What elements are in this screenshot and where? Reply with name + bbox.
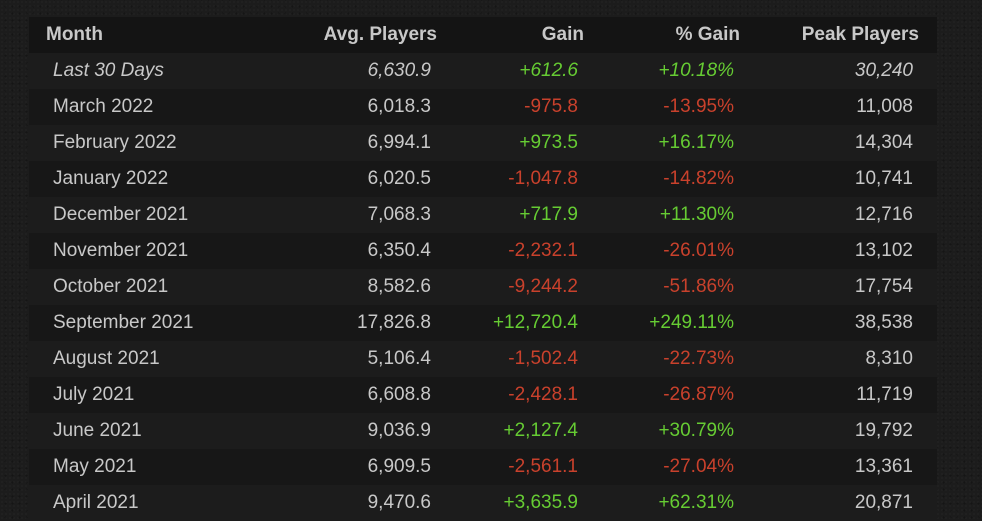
avg-players-cell: 6,630.9 — [269, 53, 439, 89]
peak-players-cell: 13,102 — [744, 233, 937, 269]
table-header: Month Avg. Players Gain % Gain Peak Play… — [29, 17, 937, 53]
avg-players-cell: 6,909.5 — [269, 449, 439, 485]
month-cell: July 2021 — [29, 377, 269, 413]
percent-gain-cell: +30.79% — [584, 413, 744, 449]
gain-cell: -975.8 — [439, 89, 584, 125]
avg-players-cell: 9,036.9 — [269, 413, 439, 449]
peak-players-cell: 11,719 — [744, 377, 937, 413]
table-row: October 2021 8,582.6 -9,244.2 -51.86% 17,754 — [29, 269, 937, 305]
table-row: April 2021 9,470.6 +3,635.9 +62.31% 20,871 — [29, 485, 937, 521]
peak-players-cell: 20,871 — [744, 485, 937, 521]
gain-column-header[interactable]: Gain — [541, 24, 584, 45]
percent-gain-cell: -27.04% — [584, 449, 744, 485]
month-cell: September 2021 — [29, 305, 269, 341]
peak-players-cell: 14,304 — [744, 125, 937, 161]
table-row: June 2021 9,036.9 +2,127.4 +30.79% 19,792 — [29, 413, 937, 449]
table-row: January 2022 6,020.5 -1,047.8 -14.82% 10,741 — [29, 161, 937, 197]
percent-gain-cell: -22.73% — [584, 341, 744, 377]
month-cell: November 2021 — [29, 233, 269, 269]
avg-players-column-header[interactable]: Avg. Players — [323, 24, 437, 45]
gain-cell: -2,561.1 — [439, 449, 584, 485]
peak-players-cell: 13,361 — [744, 449, 937, 485]
month-cell: March 2022 — [29, 89, 269, 125]
gain-cell: -1,047.8 — [439, 161, 584, 197]
gain-cell: +717.9 — [439, 197, 584, 233]
avg-players-cell: 6,018.3 — [269, 89, 439, 125]
percent-gain-cell: +11.30% — [584, 197, 744, 233]
table-row: March 2022 6,018.3 -975.8 -13.95% 11,008 — [29, 89, 937, 125]
percent-gain-cell: +16.17% — [584, 125, 744, 161]
avg-players-cell: 8,582.6 — [269, 269, 439, 305]
percent-gain-column-header[interactable]: % Gain — [675, 24, 740, 45]
table-row: May 2021 6,909.5 -2,561.1 -27.04% 13,361 — [29, 449, 937, 485]
table-row: August 2021 5,106.4 -1,502.4 -22.73% 8,310 — [29, 341, 937, 377]
table-body: Last 30 Days 6,630.9 +612.6 +10.18% 30,240 Ma… — [29, 53, 937, 521]
gain-cell: +2,127.4 — [439, 413, 584, 449]
percent-gain-cell: +10.18% — [584, 53, 744, 89]
gain-cell: +3,635.9 — [439, 485, 584, 521]
month-cell: January 2022 — [29, 161, 269, 197]
percent-gain-cell: +62.31% — [584, 485, 744, 521]
month-cell: August 2021 — [29, 341, 269, 377]
peak-players-cell: 11,008 — [744, 89, 937, 125]
avg-players-cell: 5,106.4 — [269, 341, 439, 377]
peak-players-cell: 8,310 — [744, 341, 937, 377]
avg-players-cell: 17,826.8 — [269, 305, 439, 341]
month-column-header[interactable]: Month — [46, 24, 103, 45]
percent-gain-cell: -13.95% — [584, 89, 744, 125]
peak-players-cell: 19,792 — [744, 413, 937, 449]
month-cell: October 2021 — [29, 269, 269, 305]
table-row: December 2021 7,068.3 +717.9 +11.30% 12,716 — [29, 197, 937, 233]
gain-cell: -2,232.1 — [439, 233, 584, 269]
peak-players-cell: 10,741 — [744, 161, 937, 197]
player-stats-table: Month Avg. Players Gain % Gain Peak Play… — [29, 17, 937, 521]
table-row: February 2022 6,994.1 +973.5 +16.17% 14,304 — [29, 125, 937, 161]
gain-cell: +12,720.4 — [439, 305, 584, 341]
avg-players-cell: 6,020.5 — [269, 161, 439, 197]
table-row: September 2021 17,826.8 +12,720.4 +249.11% 3… — [29, 305, 937, 341]
month-cell: Last 30 Days — [29, 53, 269, 89]
percent-gain-cell: -26.01% — [584, 233, 744, 269]
month-cell: December 2021 — [29, 197, 269, 233]
player-stats-table-container: Month Avg. Players Gain % Gain Peak Play… — [29, 17, 937, 521]
avg-players-cell: 7,068.3 — [269, 197, 439, 233]
avg-players-cell: 6,608.8 — [269, 377, 439, 413]
avg-players-cell: 6,350.4 — [269, 233, 439, 269]
peak-players-cell: 38,538 — [744, 305, 937, 341]
avg-players-cell: 6,994.1 — [269, 125, 439, 161]
gain-cell: +612.6 — [439, 53, 584, 89]
peak-players-cell: 17,754 — [744, 269, 937, 305]
header-row: Month Avg. Players Gain % Gain Peak Play… — [29, 17, 937, 53]
table-row: July 2021 6,608.8 -2,428.1 -26.87% 11,719 — [29, 377, 937, 413]
percent-gain-cell: -51.86% — [584, 269, 744, 305]
table-row: November 2021 6,350.4 -2,232.1 -26.01% 13,10… — [29, 233, 937, 269]
percent-gain-cell: -26.87% — [584, 377, 744, 413]
peak-players-column-header[interactable]: Peak Players — [801, 24, 919, 45]
gain-cell: +973.5 — [439, 125, 584, 161]
table-row: Last 30 Days 6,630.9 +612.6 +10.18% 30,240 — [29, 53, 937, 89]
peak-players-cell: 12,716 — [744, 197, 937, 233]
gain-cell: -1,502.4 — [439, 341, 584, 377]
month-cell: May 2021 — [29, 449, 269, 485]
gain-cell: -9,244.2 — [439, 269, 584, 305]
peak-players-cell: 30,240 — [744, 53, 937, 89]
month-cell: June 2021 — [29, 413, 269, 449]
percent-gain-cell: +249.11% — [584, 305, 744, 341]
avg-players-cell: 9,470.6 — [269, 485, 439, 521]
month-cell: February 2022 — [29, 125, 269, 161]
gain-cell: -2,428.1 — [439, 377, 584, 413]
month-cell: April 2021 — [29, 485, 269, 521]
percent-gain-cell: -14.82% — [584, 161, 744, 197]
